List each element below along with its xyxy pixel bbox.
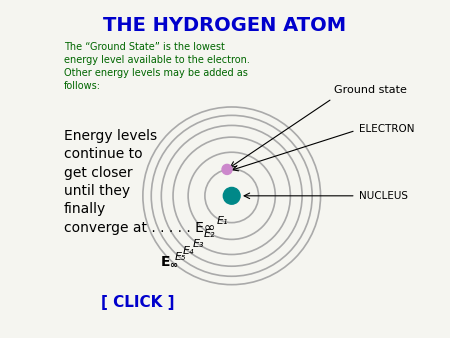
Text: $\mathbf{E_\infty}$: $\mathbf{E_\infty}$ [159, 255, 178, 269]
Text: The “Ground State” is the lowest
energy level available to the electron.
Other e: The “Ground State” is the lowest energy … [64, 42, 250, 91]
Text: NUCLEUS: NUCLEUS [359, 191, 408, 201]
Text: E₄: E₄ [183, 246, 194, 256]
Circle shape [222, 164, 232, 174]
Text: E₂: E₂ [204, 228, 216, 239]
Text: Ground state: Ground state [334, 85, 407, 95]
Text: Energy levels
continue to
get closer
until they
finally
converge at . . . . . E∞: Energy levels continue to get closer unt… [64, 129, 216, 235]
Text: E₃: E₃ [192, 239, 204, 249]
Circle shape [223, 188, 240, 204]
Text: ELECTRON: ELECTRON [359, 124, 414, 134]
Text: [ CLICK ]: [ CLICK ] [101, 295, 175, 310]
Text: E₅: E₅ [174, 252, 186, 262]
Text: THE HYDROGEN ATOM: THE HYDROGEN ATOM [104, 17, 346, 35]
Text: E₁: E₁ [217, 216, 228, 226]
